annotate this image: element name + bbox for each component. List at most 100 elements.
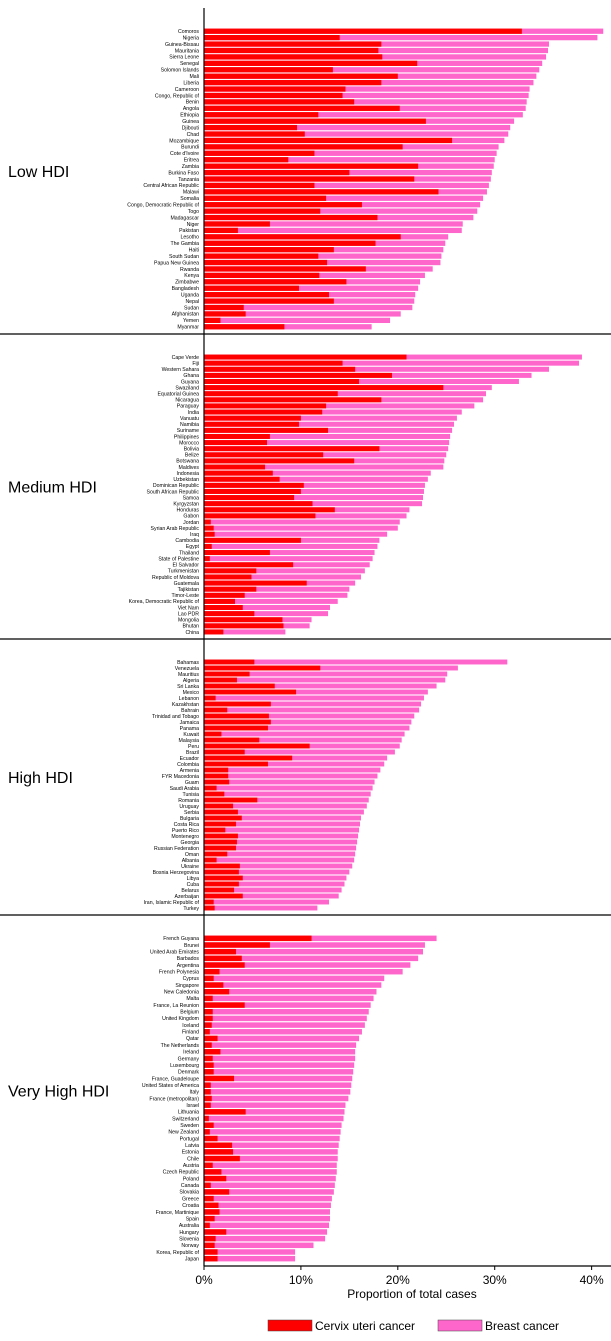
country-label: Uganda xyxy=(181,292,199,298)
breast-bar xyxy=(204,968,403,975)
cervix-bar xyxy=(204,942,270,948)
breast-bar xyxy=(204,1162,337,1168)
cervix-bar xyxy=(204,1049,221,1055)
country-label: New Caledonia xyxy=(164,990,199,996)
country-label: Samoa xyxy=(183,495,200,501)
country-label: Western Sahara xyxy=(162,367,200,373)
cervix-bar xyxy=(204,617,283,623)
country-label: Timor-Leste xyxy=(172,593,200,599)
breast-bar xyxy=(204,839,358,845)
cervix-bar xyxy=(204,105,400,111)
cervix-bar xyxy=(204,391,338,397)
breast-bar xyxy=(204,574,361,580)
cervix-bar xyxy=(204,550,270,556)
cervix-bar xyxy=(204,92,343,99)
country-label: Cameroon xyxy=(175,87,199,93)
breast-bar xyxy=(204,525,398,531)
country-label: Bahamas xyxy=(177,660,199,666)
breast-bar xyxy=(204,598,338,604)
x-axis-label: Proportion of total cases xyxy=(347,1287,476,1301)
cervix-bar xyxy=(204,470,273,476)
country-label: Libya xyxy=(187,876,200,882)
breast-bar xyxy=(204,719,412,725)
legend-swatch xyxy=(437,1319,483,1332)
cervix-bar xyxy=(204,214,378,221)
breast-bar xyxy=(204,1062,355,1068)
country-label: Togo xyxy=(188,209,199,215)
cervix-bar xyxy=(204,725,268,731)
cervix-bar xyxy=(204,955,242,962)
cervix-bar xyxy=(204,683,275,689)
cervix-bar xyxy=(204,189,439,195)
breast-bar xyxy=(204,360,580,366)
cervix-bar xyxy=(204,719,271,725)
country-label: Luxembourg xyxy=(170,1063,199,1069)
country-label: France, La Reunion xyxy=(153,1003,199,1009)
country-label: Cyprus xyxy=(183,976,200,982)
breast-bar xyxy=(204,701,422,707)
cervix-bar xyxy=(204,935,312,942)
cervix-bar xyxy=(204,1135,218,1142)
cervix-bar xyxy=(204,1115,209,1122)
breast-bar xyxy=(204,791,371,797)
cervix-bar xyxy=(204,659,255,665)
breast-bar xyxy=(204,982,382,988)
breast-bar xyxy=(204,629,286,635)
country-label: Swaziland xyxy=(175,385,199,391)
country-label: Angola xyxy=(183,106,199,112)
cervix-bar xyxy=(204,948,236,955)
cervix-bar xyxy=(204,605,243,611)
cervix-bar xyxy=(204,292,330,298)
country-label: Turkmenistan xyxy=(168,569,199,575)
country-label: Maldives xyxy=(179,465,200,471)
breast-bar xyxy=(204,1102,346,1108)
country-label: Colombia xyxy=(177,762,199,768)
cervix-bar xyxy=(204,67,333,73)
cervix-bar xyxy=(204,671,250,677)
breast-bar xyxy=(204,1155,338,1162)
legend-label: Breast cancer xyxy=(485,1319,559,1333)
country-label: Chad xyxy=(187,132,200,138)
x-tick-label: 0% xyxy=(195,1273,213,1287)
cervix-bar xyxy=(204,507,335,513)
cervix-bar xyxy=(204,1249,218,1255)
country-label: Croatia xyxy=(182,1203,199,1209)
cervix-bar xyxy=(204,737,260,743)
country-label: Indonesia xyxy=(177,471,200,477)
breast-bar xyxy=(204,464,444,470)
country-label: Ghana xyxy=(183,373,199,379)
cervix-bar xyxy=(204,905,215,911)
country-label: Senegal xyxy=(180,61,199,67)
cervix-bar xyxy=(204,378,360,384)
country-label: Uruguay xyxy=(179,804,199,810)
country-label: Namibia xyxy=(180,422,199,428)
country-label: Canada xyxy=(181,1183,199,1189)
country-label: Bosnia Herzegovina xyxy=(153,870,200,876)
country-label: Bolivia xyxy=(184,446,199,452)
cervix-bar xyxy=(204,821,236,827)
country-label: Botswana xyxy=(176,459,199,465)
cervix-bar xyxy=(204,809,238,815)
cervix-bar xyxy=(204,749,245,755)
cervix-bar xyxy=(204,839,237,845)
cervix-bar xyxy=(204,580,307,586)
x-tick-label: 30% xyxy=(483,1273,507,1287)
breast-bar xyxy=(204,285,419,291)
cervix-bar xyxy=(204,543,212,549)
country-label: Oman xyxy=(185,852,199,858)
breast-bar xyxy=(204,1015,367,1022)
breast-bar xyxy=(204,324,372,330)
breast-bar xyxy=(204,749,395,755)
breast-bar xyxy=(204,869,350,875)
country-label: Sierra Leone xyxy=(169,55,199,61)
cervix-bar xyxy=(204,537,301,543)
country-label: Iceland xyxy=(182,1023,199,1029)
country-label: Dominican Republic xyxy=(153,483,200,489)
cervix-bar xyxy=(204,785,217,791)
country-label: Paraguay xyxy=(177,404,200,410)
breast-bar xyxy=(204,851,356,857)
breast-bar xyxy=(204,809,364,815)
cervix-bar xyxy=(204,144,403,150)
